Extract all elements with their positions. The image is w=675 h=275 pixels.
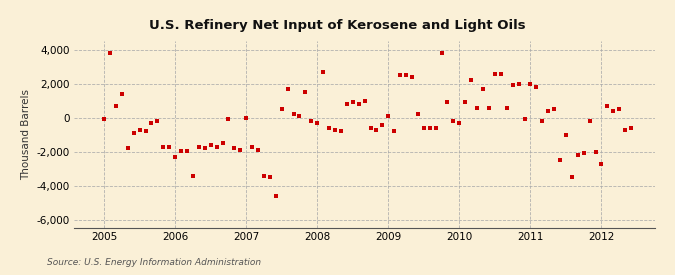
Point — [188, 173, 198, 178]
Point — [252, 148, 263, 152]
Point — [406, 75, 417, 79]
Point — [566, 175, 577, 180]
Point — [324, 126, 335, 130]
Point — [182, 149, 192, 153]
Point — [513, 82, 524, 86]
Point — [377, 122, 388, 127]
Point — [128, 131, 139, 135]
Point — [454, 121, 465, 125]
Point — [620, 127, 630, 132]
Point — [217, 141, 228, 145]
Point — [519, 117, 530, 122]
Point — [359, 98, 370, 103]
Point — [169, 155, 180, 159]
Point — [531, 85, 542, 89]
Point — [353, 102, 364, 106]
Point — [199, 146, 210, 150]
Point — [560, 133, 571, 137]
Point — [602, 104, 613, 108]
Point — [555, 158, 566, 163]
Point — [146, 121, 157, 125]
Point — [294, 114, 305, 118]
Point — [99, 117, 109, 122]
Point — [472, 105, 483, 110]
Point — [211, 144, 222, 149]
Point — [584, 119, 595, 123]
Point — [608, 109, 619, 113]
Point — [329, 127, 340, 132]
Point — [412, 112, 423, 117]
Point — [626, 126, 637, 130]
Point — [460, 100, 470, 105]
Point — [312, 121, 323, 125]
Point — [158, 144, 169, 149]
Point — [306, 119, 317, 123]
Point — [425, 126, 435, 130]
Point — [418, 126, 429, 130]
Point — [395, 73, 406, 78]
Point — [176, 149, 186, 153]
Point — [365, 126, 376, 130]
Point — [265, 175, 275, 180]
Point — [495, 71, 506, 76]
Point — [122, 146, 133, 150]
Point — [537, 119, 547, 123]
Point — [572, 153, 583, 157]
Point — [578, 151, 589, 156]
Point — [466, 78, 477, 82]
Point — [152, 119, 163, 123]
Point — [164, 144, 175, 149]
Point — [288, 112, 299, 117]
Point — [543, 109, 554, 113]
Point — [430, 126, 441, 130]
Point — [502, 105, 512, 110]
Point — [241, 116, 252, 120]
Point — [383, 114, 394, 118]
Point — [478, 87, 489, 91]
Point — [300, 90, 310, 94]
Point — [483, 105, 494, 110]
Point — [111, 104, 122, 108]
Text: Source: U.S. Energy Information Administration: Source: U.S. Energy Information Administ… — [47, 258, 261, 267]
Point — [389, 129, 400, 134]
Point — [348, 100, 358, 105]
Point — [614, 107, 624, 111]
Point — [246, 144, 257, 149]
Point — [371, 127, 382, 132]
Point — [590, 150, 601, 154]
Point — [235, 148, 246, 152]
Point — [335, 129, 346, 134]
Point — [134, 127, 145, 132]
Point — [436, 51, 447, 55]
Point — [596, 161, 607, 166]
Point — [549, 107, 560, 111]
Point — [105, 51, 115, 55]
Point — [259, 173, 269, 178]
Y-axis label: Thousand Barrels: Thousand Barrels — [22, 89, 31, 180]
Point — [229, 146, 240, 150]
Point — [140, 129, 151, 134]
Point — [282, 87, 293, 91]
Point — [223, 117, 234, 122]
Point — [448, 119, 459, 123]
Point — [442, 100, 453, 105]
Text: U.S. Refinery Net Input of Kerosene and Light Oils: U.S. Refinery Net Input of Kerosene and … — [149, 19, 526, 32]
Point — [507, 83, 518, 88]
Point — [401, 73, 412, 78]
Point — [276, 107, 287, 111]
Point — [271, 194, 281, 198]
Point — [489, 71, 500, 76]
Point — [205, 143, 216, 147]
Point — [194, 144, 205, 149]
Point — [318, 70, 329, 74]
Point — [342, 102, 352, 106]
Point — [117, 92, 128, 96]
Point — [525, 82, 536, 86]
